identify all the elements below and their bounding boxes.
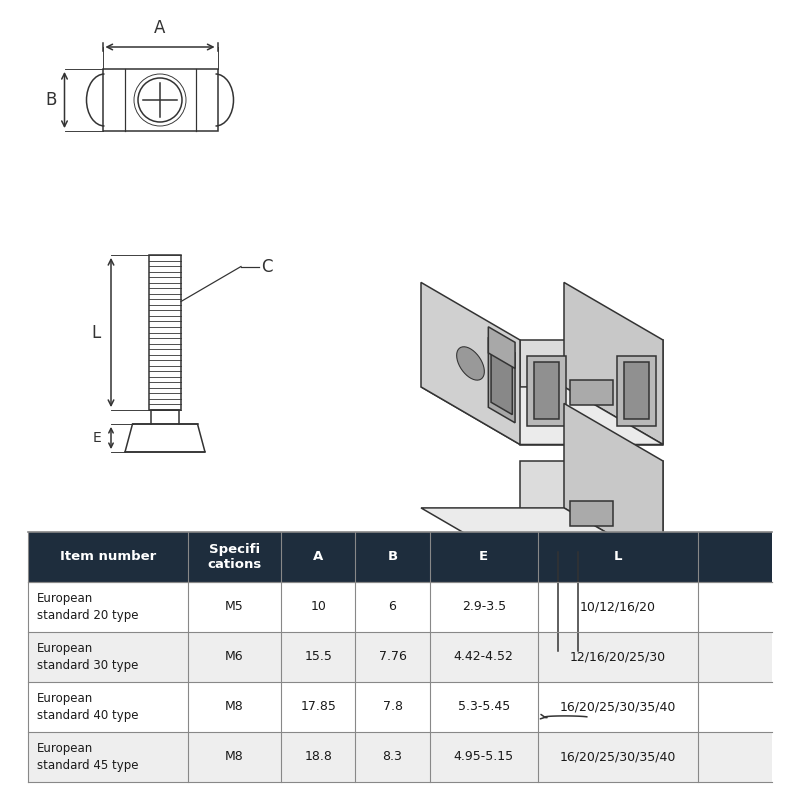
Polygon shape bbox=[534, 663, 600, 676]
Text: 8.3: 8.3 bbox=[382, 750, 402, 763]
Text: 16/20/25/30/35/40: 16/20/25/30/35/40 bbox=[559, 701, 676, 714]
Polygon shape bbox=[488, 326, 515, 369]
Text: European
standard 45 type: European standard 45 type bbox=[37, 742, 138, 772]
Text: E: E bbox=[92, 431, 101, 445]
Text: 5.3-5.45: 5.3-5.45 bbox=[458, 701, 510, 714]
Polygon shape bbox=[556, 589, 578, 590]
Text: 15.5: 15.5 bbox=[304, 650, 332, 663]
Polygon shape bbox=[556, 556, 578, 558]
Polygon shape bbox=[556, 644, 578, 646]
Text: M8: M8 bbox=[225, 750, 244, 763]
Text: Specifi
cations: Specifi cations bbox=[207, 542, 262, 571]
Text: E: E bbox=[479, 550, 488, 563]
Text: 6: 6 bbox=[389, 601, 397, 614]
Polygon shape bbox=[556, 633, 578, 634]
Polygon shape bbox=[520, 340, 663, 445]
Text: 7.76: 7.76 bbox=[378, 650, 406, 663]
Polygon shape bbox=[421, 282, 520, 445]
Bar bbox=[28, 632, 772, 682]
Text: European
standard 40 type: European standard 40 type bbox=[37, 692, 138, 722]
Bar bbox=[28, 582, 772, 632]
Polygon shape bbox=[556, 638, 578, 640]
Polygon shape bbox=[556, 567, 578, 568]
Polygon shape bbox=[551, 670, 582, 678]
Polygon shape bbox=[480, 542, 534, 566]
Text: Item number: Item number bbox=[60, 550, 156, 563]
Polygon shape bbox=[457, 346, 484, 380]
Bar bbox=[28, 682, 772, 732]
Polygon shape bbox=[570, 380, 613, 405]
Polygon shape bbox=[564, 403, 663, 566]
Bar bbox=[151, 410, 179, 424]
Text: 17.85: 17.85 bbox=[300, 701, 336, 714]
Polygon shape bbox=[520, 534, 609, 566]
Polygon shape bbox=[491, 346, 512, 414]
Text: B: B bbox=[45, 91, 57, 109]
Text: 4.42-4.52: 4.42-4.52 bbox=[454, 650, 514, 663]
Text: A: A bbox=[313, 550, 323, 563]
Text: 18.8: 18.8 bbox=[304, 750, 332, 763]
Polygon shape bbox=[421, 387, 663, 445]
Text: European
standard 30 type: European standard 30 type bbox=[37, 642, 138, 672]
Polygon shape bbox=[556, 617, 578, 618]
Polygon shape bbox=[556, 550, 578, 552]
Text: C: C bbox=[261, 258, 273, 275]
Polygon shape bbox=[527, 356, 566, 426]
Polygon shape bbox=[556, 600, 578, 602]
Polygon shape bbox=[556, 573, 578, 574]
Polygon shape bbox=[558, 552, 578, 650]
Polygon shape bbox=[488, 338, 515, 423]
Text: B: B bbox=[387, 550, 398, 563]
Polygon shape bbox=[556, 611, 578, 612]
Polygon shape bbox=[520, 461, 663, 566]
Polygon shape bbox=[534, 362, 559, 419]
Polygon shape bbox=[570, 501, 613, 526]
Polygon shape bbox=[548, 550, 609, 566]
Text: L: L bbox=[92, 323, 101, 342]
Text: M8: M8 bbox=[225, 701, 244, 714]
Text: 7.8: 7.8 bbox=[382, 701, 402, 714]
Polygon shape bbox=[556, 578, 578, 579]
Text: 10/12/16/20: 10/12/16/20 bbox=[580, 601, 656, 614]
Polygon shape bbox=[556, 657, 600, 676]
Text: 4.95-5.15: 4.95-5.15 bbox=[454, 750, 514, 763]
Bar bbox=[28, 732, 772, 782]
Text: L: L bbox=[614, 550, 622, 563]
Polygon shape bbox=[556, 627, 578, 629]
Text: M6: M6 bbox=[225, 650, 244, 663]
Polygon shape bbox=[421, 508, 663, 566]
Text: 12/16/20/25/30: 12/16/20/25/30 bbox=[570, 650, 666, 663]
Text: 2.9-3.5: 2.9-3.5 bbox=[462, 601, 506, 614]
Bar bbox=[149, 255, 181, 410]
Polygon shape bbox=[609, 542, 663, 566]
Text: M5: M5 bbox=[225, 601, 244, 614]
Bar bbox=[28, 532, 772, 582]
Polygon shape bbox=[556, 583, 578, 585]
Polygon shape bbox=[624, 362, 650, 419]
Polygon shape bbox=[618, 356, 656, 426]
Text: 16/20/25/30/35/40: 16/20/25/30/35/40 bbox=[559, 750, 676, 763]
Text: A: A bbox=[154, 19, 166, 37]
Text: 10: 10 bbox=[310, 601, 326, 614]
Text: European
standard 20 type: European standard 20 type bbox=[37, 592, 138, 622]
Polygon shape bbox=[564, 282, 663, 445]
Polygon shape bbox=[556, 622, 578, 623]
Polygon shape bbox=[556, 594, 578, 596]
Bar bbox=[102, 69, 218, 131]
